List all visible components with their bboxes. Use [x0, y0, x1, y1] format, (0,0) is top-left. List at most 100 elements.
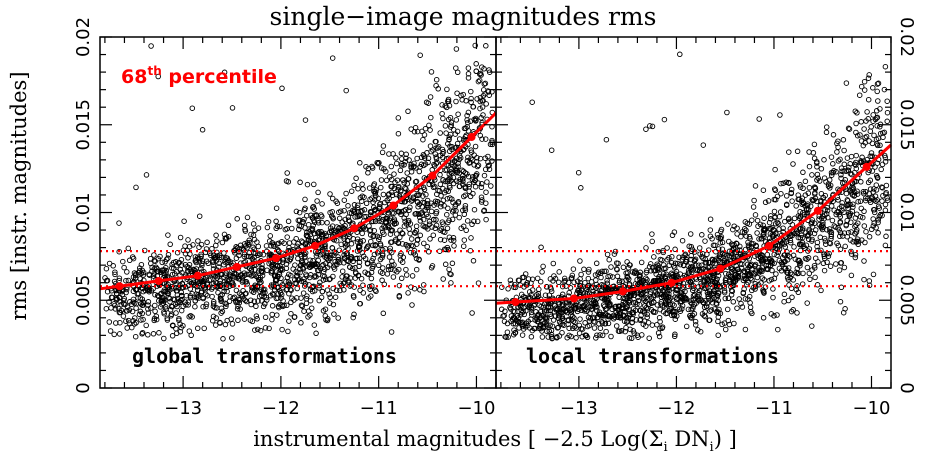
scatter-point	[319, 213, 325, 220]
scatter-point	[486, 162, 492, 168]
scatter-point	[431, 161, 437, 168]
percentile-word: percentile	[162, 66, 277, 88]
scatter-point	[787, 218, 793, 225]
scatter-point	[329, 195, 336, 202]
scatter-point	[174, 303, 180, 310]
scatter-point	[525, 276, 532, 282]
scatter-point	[158, 298, 165, 304]
chart-title: single−image magnitudes rms	[270, 2, 657, 31]
scatter-point	[393, 231, 400, 237]
scatter-point	[439, 146, 446, 153]
scatter-point	[865, 75, 872, 81]
scatter-point	[396, 193, 403, 199]
scatter-point	[411, 128, 418, 135]
scatter-point	[356, 213, 362, 220]
scatter-point	[185, 299, 192, 305]
scatter-point	[511, 327, 517, 333]
scatter-point	[838, 165, 845, 171]
scatter-point	[830, 132, 837, 138]
scatter-point	[288, 272, 294, 279]
scatter-point	[616, 279, 623, 286]
scatter-point	[399, 230, 405, 236]
scatter-outlier	[189, 105, 196, 111]
scatter-point	[308, 305, 315, 311]
scatter-point	[391, 220, 398, 227]
scatter-point	[789, 198, 795, 204]
scatter-point	[234, 306, 241, 312]
scatter-point	[324, 220, 330, 226]
scatter-point	[796, 241, 803, 247]
scatter-point	[474, 154, 480, 161]
scatter-point	[371, 227, 377, 234]
scatter-point	[634, 301, 640, 307]
scatter-point	[229, 321, 236, 327]
scatter-point	[683, 323, 690, 330]
scatter-point	[387, 248, 393, 254]
scatter-point	[200, 303, 206, 310]
scatter-point	[155, 255, 161, 262]
scatter-point	[221, 231, 228, 238]
scatter-point	[336, 215, 343, 222]
scatter-point	[652, 289, 659, 295]
scatter-point	[776, 226, 782, 232]
scatter-point	[750, 204, 757, 210]
scatter-point	[564, 309, 570, 316]
scatter-point	[400, 254, 407, 261]
scatter-point	[387, 245, 393, 252]
scatter-point	[795, 234, 802, 241]
scatter-point	[461, 237, 468, 243]
scatter-point	[428, 208, 435, 215]
scatter-point	[379, 229, 386, 235]
scatter-point	[500, 313, 506, 319]
scatter-point	[842, 243, 848, 250]
scatter-point	[306, 228, 313, 235]
scatter-point	[812, 185, 819, 191]
scatter-point	[269, 240, 276, 246]
scatter-point	[812, 227, 819, 233]
scatter-point	[812, 195, 819, 202]
scatter-point	[752, 271, 758, 277]
scatter-point	[210, 257, 216, 264]
scatter-point	[473, 68, 480, 74]
scatter-point	[139, 267, 146, 274]
scatter-point	[111, 331, 117, 338]
scatter-point	[729, 288, 736, 294]
scatter-point	[775, 221, 782, 227]
percentile-fit-point	[813, 206, 822, 215]
scatter-point	[329, 245, 336, 251]
scatter-outlier	[700, 142, 707, 148]
scatter-point	[389, 258, 395, 265]
scatter-point	[140, 316, 146, 323]
scatter-point	[717, 235, 724, 242]
scatter-point	[111, 278, 118, 285]
scatter-point	[594, 308, 600, 314]
scatter-point	[341, 207, 347, 214]
scatter-point	[861, 276, 867, 283]
scatter-point	[558, 320, 564, 327]
scatter-point	[702, 259, 709, 266]
scatter-point	[360, 225, 367, 231]
scatter-point	[360, 186, 366, 192]
scatter-outlier	[858, 119, 864, 125]
scatter-point	[873, 198, 879, 204]
scatter-point	[806, 149, 812, 155]
scatter-point	[841, 147, 847, 154]
scatter-point	[569, 275, 575, 281]
scatter-outlier	[405, 108, 411, 115]
scatter-point	[603, 328, 609, 335]
scatter-point	[389, 227, 396, 234]
scatter-point	[471, 206, 478, 213]
scatter-point	[470, 104, 477, 110]
scatter-point	[222, 300, 228, 307]
scatter-point	[648, 268, 654, 274]
scatter-point	[242, 297, 249, 304]
scatter-point	[295, 241, 301, 247]
scatter-point	[885, 197, 891, 204]
scatter-point	[646, 335, 652, 341]
scatter-point	[390, 151, 396, 157]
scatter-point	[420, 136, 426, 143]
scatter-point	[469, 310, 475, 316]
scatter-point	[804, 264, 811, 271]
scatter-point	[615, 328, 622, 334]
scatter-point	[427, 143, 434, 149]
